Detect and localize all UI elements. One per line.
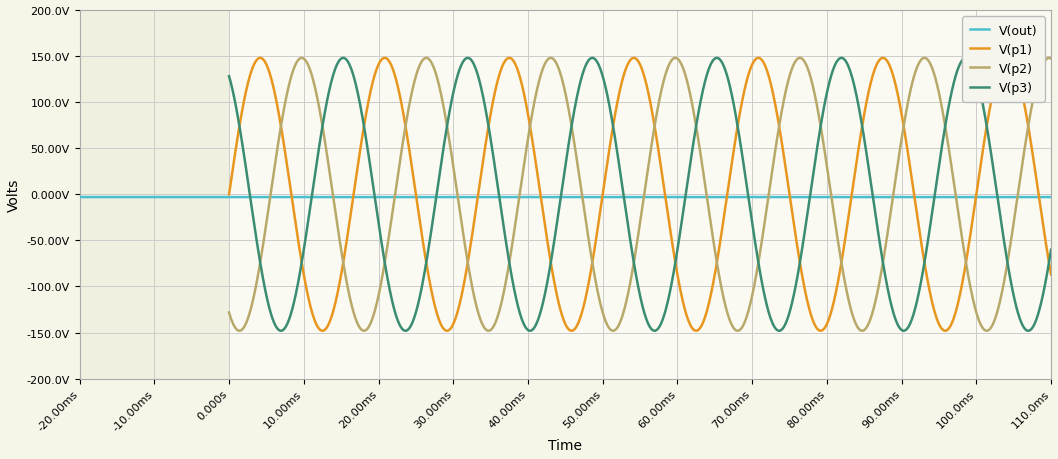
Line: V(p2): V(p2) xyxy=(229,59,1051,331)
V(p1) xyxy=(222,192,235,198)
V(p2) xyxy=(750,269,763,275)
V(out) xyxy=(769,195,782,201)
V(p2) xyxy=(1044,57,1057,62)
V(p3) xyxy=(612,154,624,160)
V(p3) xyxy=(586,56,599,62)
V(out) xyxy=(982,195,995,201)
V(p3) xyxy=(427,211,440,216)
X-axis label: Time: Time xyxy=(548,438,582,452)
Legend: V(out), V(p1), V(p2), V(p3): V(out), V(p1), V(p2), V(p3) xyxy=(963,17,1045,103)
V(p2) xyxy=(606,328,619,334)
V(p2) xyxy=(719,307,732,312)
Line: V(p3): V(p3) xyxy=(229,59,1051,331)
Line: V(p1): V(p1) xyxy=(229,59,1051,331)
V(p1) xyxy=(719,199,732,204)
V(p2) xyxy=(427,66,440,72)
V(p1) xyxy=(427,300,440,305)
V(p3) xyxy=(719,71,732,77)
V(p1) xyxy=(1044,272,1057,278)
V(p2) xyxy=(612,324,624,330)
V(p2) xyxy=(811,107,824,113)
V(p3) xyxy=(750,251,763,256)
V(p2) xyxy=(991,307,1004,313)
V(p2) xyxy=(669,56,681,62)
V(p1) xyxy=(612,98,624,103)
Bar xyxy=(79,11,229,379)
V(p1) xyxy=(991,72,1004,77)
Y-axis label: Volts: Volts xyxy=(7,178,21,212)
V(p3) xyxy=(649,328,661,334)
V(out) xyxy=(1044,195,1057,201)
V(out) xyxy=(533,195,546,201)
V(out) xyxy=(315,195,328,201)
V(p1) xyxy=(811,327,824,332)
V(p1) xyxy=(627,56,640,62)
V(out) xyxy=(73,195,86,201)
V(p1) xyxy=(750,56,763,62)
V(p2) xyxy=(222,310,235,315)
V(p3) xyxy=(991,197,1004,203)
V(p3) xyxy=(811,142,824,148)
V(p3) xyxy=(1044,247,1057,253)
V(p3) xyxy=(222,74,235,80)
V(out) xyxy=(697,195,710,201)
V(out) xyxy=(661,195,674,201)
V(p1) xyxy=(690,328,703,334)
